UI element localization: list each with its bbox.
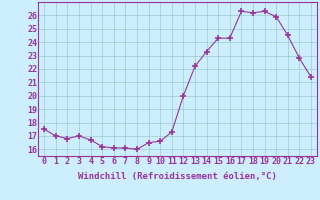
X-axis label: Windchill (Refroidissement éolien,°C): Windchill (Refroidissement éolien,°C) bbox=[78, 172, 277, 181]
